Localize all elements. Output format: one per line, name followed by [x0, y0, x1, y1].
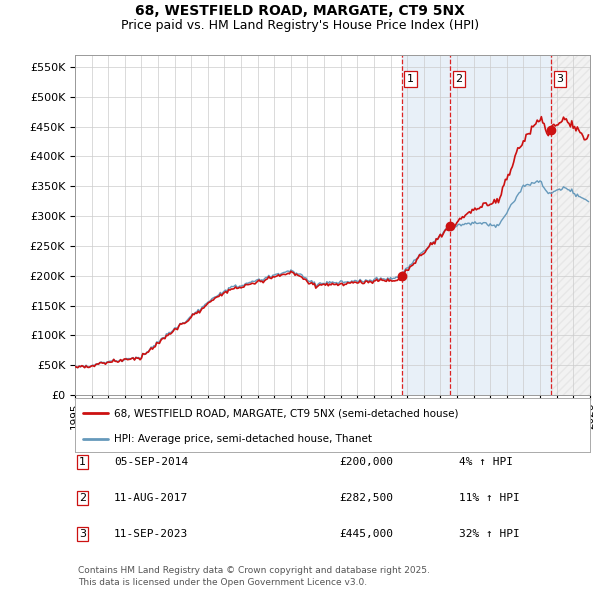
Text: 1: 1: [407, 74, 414, 84]
Bar: [402, 55, 551, 395]
Text: Price paid vs. HM Land Registry's House Price Index (HPI): Price paid vs. HM Land Registry's House …: [121, 19, 479, 32]
Text: 2: 2: [455, 74, 463, 84]
Text: 68, WESTFIELD ROAD, MARGATE, CT9 5NX (semi-detached house): 68, WESTFIELD ROAD, MARGATE, CT9 5NX (se…: [113, 408, 458, 418]
Text: £445,000: £445,000: [339, 529, 393, 539]
Text: 05-SEP-2014: 05-SEP-2014: [114, 457, 188, 467]
Text: 11-SEP-2023: 11-SEP-2023: [114, 529, 188, 539]
Bar: [551, 55, 590, 395]
Text: 32% ↑ HPI: 32% ↑ HPI: [459, 529, 520, 539]
Text: 2: 2: [79, 493, 86, 503]
Text: 1: 1: [79, 457, 86, 467]
Text: 3: 3: [556, 74, 563, 84]
Text: 11% ↑ HPI: 11% ↑ HPI: [459, 493, 520, 503]
Text: 4% ↑ HPI: 4% ↑ HPI: [459, 457, 513, 467]
Text: £200,000: £200,000: [339, 457, 393, 467]
Text: £282,500: £282,500: [339, 493, 393, 503]
Text: 68, WESTFIELD ROAD, MARGATE, CT9 5NX: 68, WESTFIELD ROAD, MARGATE, CT9 5NX: [135, 4, 465, 18]
Text: 3: 3: [79, 529, 86, 539]
Text: HPI: Average price, semi-detached house, Thanet: HPI: Average price, semi-detached house,…: [113, 434, 371, 444]
Text: Contains HM Land Registry data © Crown copyright and database right 2025.
This d: Contains HM Land Registry data © Crown c…: [78, 566, 430, 587]
Text: 11-AUG-2017: 11-AUG-2017: [114, 493, 188, 503]
